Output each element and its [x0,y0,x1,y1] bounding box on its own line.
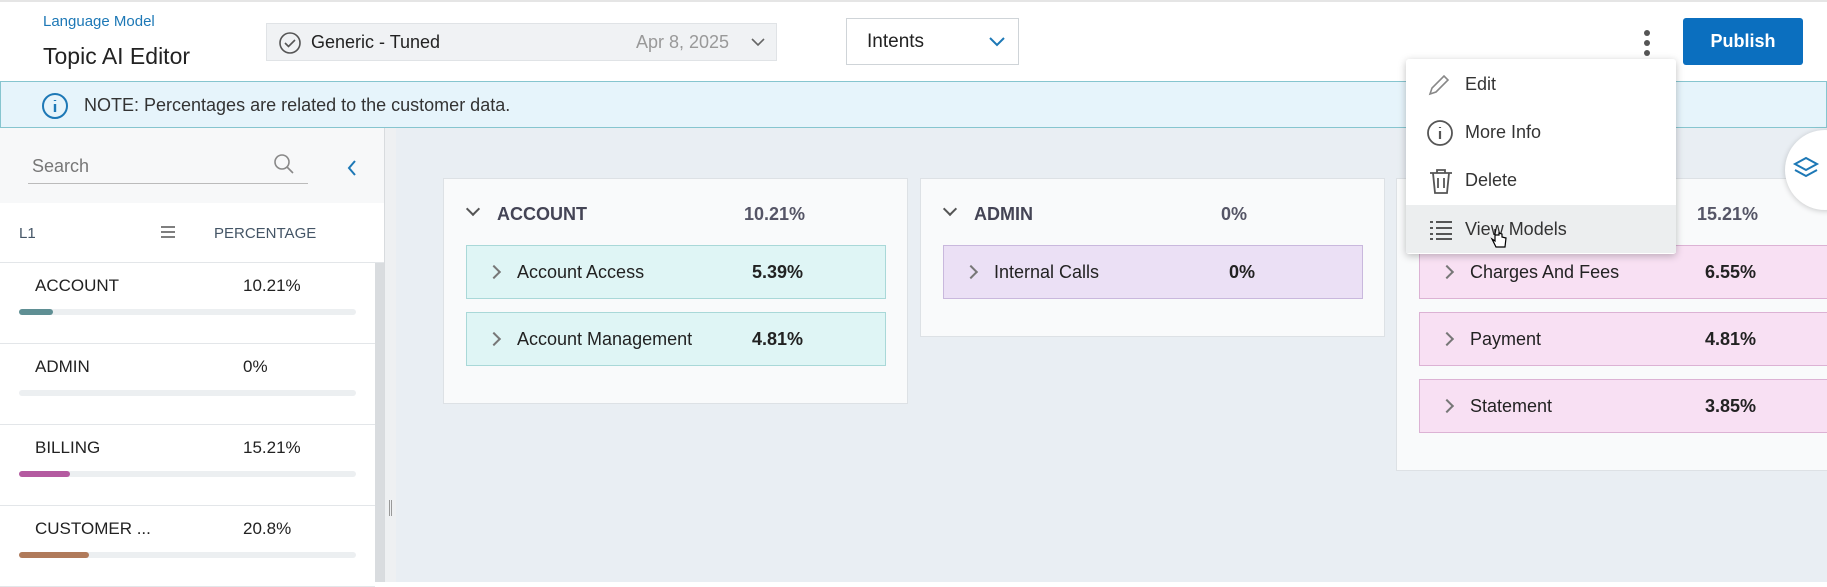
sidebar-row[interactable]: ADMIN 0% [0,344,375,425]
item-percent: 4.81% [752,329,804,349]
chevron [989,37,1005,47]
note-text: NOTE: Percentages are related to the cus… [84,95,511,115]
item-percent: 3.85% [1705,396,1757,416]
sidebar-row[interactable]: CUSTOMER ... 20.8% [0,506,375,587]
topic-item[interactable]: Charges And Fees 6.55% [1419,245,1827,299]
progress-track [19,471,356,477]
row-name: BILLING [35,438,101,457]
item-name: Account Management [517,329,693,349]
sidebar-row[interactable]: BILLING 15.21% [0,425,375,506]
info-icon [42,93,68,119]
delete-icon [1430,169,1452,194]
row-percent: 20.8% [243,519,292,538]
menu-item[interactable]: View Models [1406,205,1676,253]
row-percent: 15.21% [243,438,301,457]
sidebar: Search L1 PERCENTAGE ACCOUNT 10.21% ADMIN 0… [0,128,384,587]
item-name: Statement [1470,396,1553,416]
item-name: Charges And Fees [1470,262,1620,282]
chevron [1439,331,1455,347]
model-date: Apr 8, 2025 [636,32,730,52]
collapse-button[interactable] [345,158,359,178]
chevron [1439,398,1455,414]
kebab-menu[interactable] [1640,29,1654,59]
topic-item[interactable]: Account Access 5.39% [466,245,886,299]
search-icon [274,154,294,174]
column-header: L1 [19,225,36,242]
menu-label: View Models [1465,218,1567,239]
menu-item[interactable]: Edit [1406,60,1676,108]
model-select[interactable]: Generic - Tuned Apr 8, 2025 [266,23,777,61]
scrollbar[interactable] [375,263,384,582]
item-name: Account Access [517,262,645,282]
info-icon [1427,120,1453,146]
chevron[interactable] [942,201,958,217]
topic-card: ADMIN 0% Internal Calls 0% [920,178,1385,337]
row-name: ACCOUNT [35,276,120,295]
item-percent: 0% [1229,262,1256,282]
card-name: ACCOUNT [497,204,587,224]
menu-label: More Info [1465,121,1542,142]
card-percent: 10.21% [744,204,806,224]
layers-icon [1792,156,1820,178]
progress-track [19,552,356,558]
progress-track [19,309,356,315]
chevron[interactable] [465,201,481,217]
topic-item[interactable]: Payment 4.81% [1419,312,1827,366]
card-percent: 15.21% [1697,204,1759,224]
chevron [1439,264,1455,280]
topic-item[interactable]: Internal Calls 0% [943,245,1363,299]
search-placeholder: Search [32,156,90,176]
menu-icon[interactable] [160,225,176,239]
menu-item[interactable]: More Info [1406,108,1676,156]
card-name: ADMIN [974,204,1033,224]
menu-label: Delete [1465,169,1518,190]
dropdown-menu: Edit More Info Delete View Models [1406,59,1676,254]
progress-bar [19,471,71,477]
chevron [963,264,979,280]
top-bar: Language Model Topic AI Editor Generic -… [0,0,1827,80]
item-percent: 4.81% [1705,329,1757,349]
chevron [751,38,765,47]
sidebar-row[interactable]: ACCOUNT 10.21% [0,263,375,344]
item-percent: 5.39% [752,262,804,282]
breadcrumb[interactable]: Language Model [43,13,155,30]
publish-button[interactable]: Publish [1683,18,1803,65]
view-select[interactable]: Intents [846,18,1019,65]
row-name: ADMIN [35,357,90,376]
edit-icon [1428,74,1450,96]
table-header: L1 PERCENTAGE [0,203,384,263]
topic-card: ACCOUNT 10.21% Account Access 5.39% Account … [443,178,908,404]
model-name: Generic - Tuned [311,32,441,52]
menu-item[interactable]: Delete [1406,156,1676,204]
card-percent: 0% [1221,204,1248,224]
topic-item[interactable]: Statement 3.85% [1419,379,1827,433]
column-header: PERCENTAGE [214,225,317,242]
item-name: Internal Calls [994,262,1100,282]
chevron [486,264,502,280]
search-box[interactable]: Search [28,148,308,184]
item-percent: 6.55% [1705,262,1757,282]
chevron [486,331,502,347]
progress-bar [19,309,54,315]
view-name: Intents [867,31,925,52]
topic-item[interactable]: Account Management 4.81% [466,312,886,366]
menu-label: Edit [1465,73,1497,94]
row-name: CUSTOMER ... [35,519,151,538]
row-percent: 10.21% [243,276,301,295]
list-icon [1430,221,1452,240]
page-title: Topic AI Editor [43,43,191,69]
check-icon [279,32,301,54]
progress-bar [19,552,90,558]
row-percent: 0% [243,357,268,376]
item-name: Payment [1470,329,1542,349]
cursor [1490,229,1507,248]
resize-handle[interactable] [384,128,396,582]
progress-track [19,390,356,396]
